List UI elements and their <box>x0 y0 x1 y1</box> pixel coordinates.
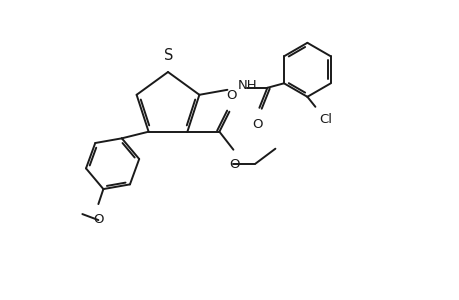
Text: Cl: Cl <box>319 113 332 126</box>
Text: O: O <box>226 89 236 102</box>
Text: S: S <box>164 48 174 63</box>
Text: O: O <box>229 158 239 171</box>
Text: O: O <box>93 213 103 226</box>
Text: NH: NH <box>237 79 257 92</box>
Text: O: O <box>252 118 262 131</box>
